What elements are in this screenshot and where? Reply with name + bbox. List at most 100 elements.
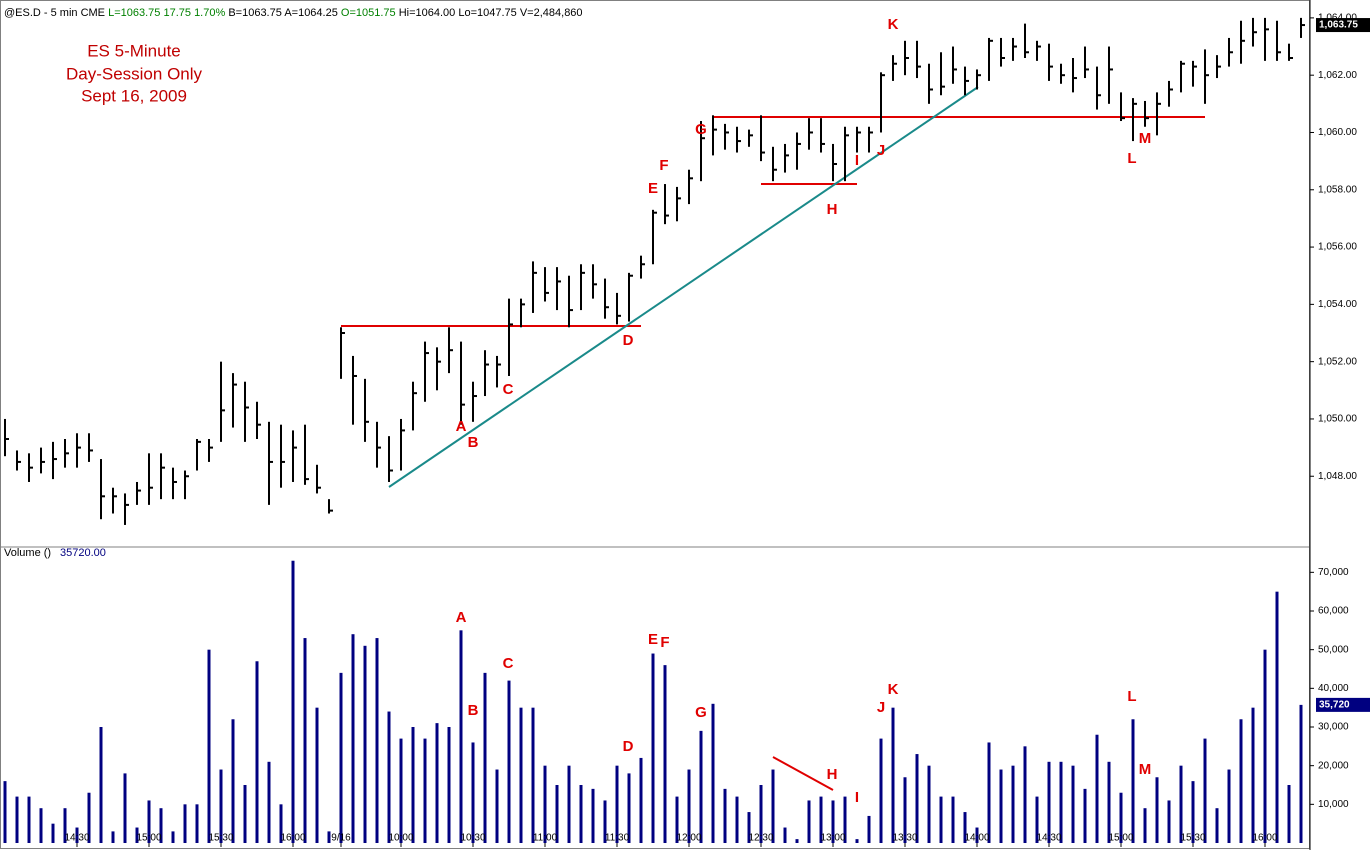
last-value-label: 1,063.75 (1319, 20, 1358, 31)
volume-bar (867, 815, 871, 843)
volume-bar (531, 707, 535, 843)
volume-bar (1107, 761, 1111, 843)
x-tick-label: 11:30 (605, 833, 630, 844)
volume-bar (927, 765, 931, 843)
y-tick-label: 1,050.00 (1318, 414, 1357, 425)
y-tick-label: 60,000 (1318, 606, 1349, 617)
volume-bar (39, 808, 43, 843)
volume-bar (747, 812, 751, 843)
x-tick-label: 16:00 (280, 833, 305, 844)
volume-bar (543, 765, 547, 843)
annotation: C (503, 381, 514, 398)
volume-bar (483, 672, 487, 843)
volume-bar (1059, 761, 1063, 843)
last-value-label: 35,720 (1319, 700, 1350, 711)
annotation: B (468, 434, 479, 451)
volume-bar (1083, 788, 1087, 843)
volume-bar (1251, 707, 1255, 843)
bid: B=1063.75 (228, 7, 282, 19)
volume-bar (1191, 781, 1195, 843)
volume-bar (819, 796, 823, 843)
annotation: M (1139, 130, 1152, 147)
open: O=1051.75 (341, 7, 396, 19)
x-tick-label: 10:30 (460, 833, 485, 844)
y-tick-label: 10,000 (1318, 799, 1349, 810)
annotation: D (623, 738, 634, 755)
x-tick-label: 15:00 (136, 833, 161, 844)
volume-bar (603, 800, 607, 843)
volume-bar (351, 634, 355, 843)
high: Hi=1064.00 (399, 7, 456, 19)
volume-bar (1047, 761, 1051, 843)
y-tick-label: 1,056.00 (1318, 242, 1357, 253)
annotation: I (855, 152, 859, 169)
volume-bar (1263, 649, 1267, 843)
volume-bar (855, 839, 859, 843)
x-tick-label: 10:00 (388, 833, 413, 844)
volume-bar (675, 796, 679, 843)
volume-bar (387, 711, 391, 843)
y-tick-label: 1,048.00 (1318, 471, 1357, 482)
volume-bar (171, 831, 175, 843)
y-tick-label: 40,000 (1318, 683, 1349, 694)
volume-bar (507, 680, 511, 843)
chart-title: Sept 16, 2009 (81, 86, 187, 105)
volume-bar (3, 781, 7, 843)
volume-bar (795, 839, 799, 843)
volume-bar (447, 727, 451, 843)
volume-bar (195, 804, 199, 843)
volume-bar (207, 649, 211, 843)
annotation: G (695, 704, 707, 721)
volume-bar (1011, 765, 1015, 843)
annotation: E (648, 631, 658, 648)
x-tick-label: 14:30 (64, 833, 89, 844)
change: 17.75 (163, 7, 191, 19)
volume-bar (579, 785, 583, 843)
volume: V=2,484,860 (520, 7, 583, 19)
volume-bar (375, 638, 379, 843)
volume-bar (1179, 765, 1183, 843)
volume-bar (723, 788, 727, 843)
volume-bar (339, 672, 343, 843)
volume-bar (459, 630, 463, 843)
volume-title: Volume () (4, 547, 51, 559)
x-tick-label: 15:00 (1108, 833, 1133, 844)
volume-bar (279, 804, 283, 843)
volume-bar (327, 831, 331, 843)
annotation: J (877, 699, 885, 716)
x-tick-label: 9/16 (331, 833, 351, 844)
volume-bar (27, 796, 31, 843)
symbol: @ES.D - 5 min (4, 7, 78, 19)
volume-bar (1095, 734, 1099, 843)
volume-bar (663, 665, 667, 843)
volume-bar (51, 823, 55, 843)
x-tick-label: 13:00 (820, 833, 845, 844)
volume-bar (1143, 808, 1147, 843)
volume-bar (615, 765, 619, 843)
volume-bar (567, 765, 571, 843)
annotation: E (648, 180, 658, 197)
annotation: L (1127, 150, 1136, 167)
volume-bar (159, 808, 163, 843)
volume-bar (1167, 800, 1171, 843)
exchange: CME (81, 7, 105, 19)
trend-line (388, 86, 979, 488)
volume-bar (219, 769, 223, 843)
volume-bar (555, 785, 559, 843)
chart-title: Day-Session Only (66, 64, 203, 83)
volume-bar (1155, 777, 1159, 843)
volume-bar (315, 707, 319, 843)
x-tick-label: 16:00 (1252, 833, 1277, 844)
volume-bar (1071, 765, 1075, 843)
volume-bar (1275, 591, 1279, 843)
y-tick-label: 30,000 (1318, 722, 1349, 733)
volume-trend-line (772, 756, 834, 791)
volume-bar (951, 796, 955, 843)
annotation: J (877, 142, 885, 159)
volume-bar (987, 742, 991, 843)
x-tick-label: 12:00 (676, 833, 701, 844)
y-tick-label: 20,000 (1318, 760, 1349, 771)
volume-bar (915, 754, 919, 843)
annotation: H (827, 201, 838, 218)
y-tick-label: 1,058.00 (1318, 184, 1357, 195)
